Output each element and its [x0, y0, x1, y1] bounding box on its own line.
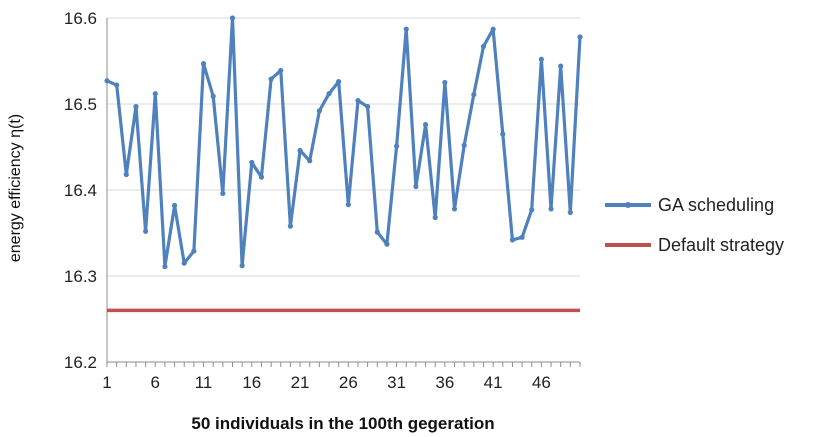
x-tick-label: 46 [532, 373, 551, 392]
data-point-ga-scheduling [152, 91, 158, 97]
data-point-ga-scheduling [191, 248, 197, 254]
data-point-ga-scheduling [500, 131, 506, 137]
series-line-ga-scheduling [106, 16, 582, 269]
data-point-ga-scheduling [509, 237, 516, 243]
data-point-ga-scheduling [210, 93, 216, 99]
y-tick-label: 16.5 [64, 95, 97, 114]
y-axis-title: energy efficiency η(t) [7, 114, 24, 262]
data-point-ga-scheduling [577, 34, 583, 40]
data-point-ga-scheduling [220, 190, 226, 197]
data-point-ga-scheduling [355, 97, 361, 104]
legend-entry-default-strategy: Default strategy [605, 235, 784, 255]
legend-label-default-strategy: Default strategy [658, 235, 784, 255]
y-tick-labels: 16.2 16.3 16.4 16.5 16.6 [64, 9, 97, 372]
data-point-ga-scheduling [326, 91, 332, 97]
data-point-ga-scheduling [529, 207, 535, 213]
legend-label-ga-scheduling: GA scheduling [658, 195, 774, 215]
data-point-ga-scheduling [229, 15, 236, 21]
data-point-ga-scheduling [287, 223, 294, 229]
data-point-ga-scheduling [258, 174, 265, 180]
x-axis-title: 50 individuals in the 100th gegeration [191, 414, 494, 433]
legend: GA scheduling Default strategy [605, 195, 784, 255]
data-point-ga-scheduling [365, 103, 371, 110]
data-point-ga-scheduling [384, 241, 390, 247]
x-tick-label: 41 [484, 373, 503, 392]
data-point-ga-scheduling [133, 103, 139, 110]
data-point-ga-scheduling [104, 78, 110, 84]
y-tick-label: 16.6 [64, 9, 97, 28]
data-point-ga-scheduling [548, 206, 554, 212]
data-point-ga-scheduling [123, 171, 129, 178]
data-point-ga-scheduling [162, 263, 168, 270]
data-point-ga-scheduling [461, 142, 467, 148]
x-tick-label: 26 [339, 373, 358, 392]
data-point-ga-scheduling [519, 234, 525, 240]
data-point-ga-scheduling [442, 79, 448, 86]
legend-marker-ga-scheduling [625, 202, 631, 208]
data-point-ga-scheduling [307, 158, 313, 164]
y-tick-label: 16.4 [64, 181, 97, 200]
data-point-ga-scheduling [422, 122, 429, 128]
data-point-ga-scheduling [374, 229, 380, 235]
x-tick-label: 21 [291, 373, 310, 392]
data-point-ga-scheduling [403, 26, 409, 32]
data-point-ga-scheduling [538, 56, 544, 62]
data-point-ga-scheduling [239, 263, 245, 269]
data-point-ga-scheduling [200, 60, 207, 67]
data-point-ga-scheduling [268, 76, 274, 82]
x-tick-label: 11 [195, 373, 213, 392]
data-point-ga-scheduling [413, 183, 419, 190]
data-point-ga-scheduling [432, 214, 438, 221]
data-point-ga-scheduling [558, 63, 564, 69]
data-point-ga-scheduling [278, 67, 284, 74]
x-tick-labels: 1 6 11 16 21 26 31 36 41 46 [102, 373, 551, 392]
y-tick-label: 16.3 [64, 267, 97, 286]
data-point-ga-scheduling [451, 206, 458, 212]
series-lines [104, 15, 583, 313]
x-tick-label: 6 [151, 373, 160, 392]
data-point-ga-scheduling [480, 43, 487, 49]
data-point-ga-scheduling [143, 228, 149, 234]
data-point-ga-scheduling [336, 79, 342, 85]
data-point-ga-scheduling [345, 202, 351, 208]
data-point-ga-scheduling [114, 82, 120, 88]
data-point-ga-scheduling [490, 26, 496, 32]
data-point-ga-scheduling [181, 260, 187, 266]
x-tick-label: 1 [102, 373, 111, 392]
data-point-ga-scheduling [471, 91, 477, 98]
legend-entry-ga-scheduling: GA scheduling [605, 195, 774, 215]
axes [106, 18, 581, 367]
data-point-ga-scheduling [249, 159, 255, 166]
data-point-ga-scheduling [171, 202, 178, 209]
x-tick-label: 36 [435, 373, 454, 392]
y-tick-label: 16.2 [64, 353, 97, 372]
data-point-ga-scheduling [316, 108, 322, 114]
data-point-ga-scheduling [297, 147, 303, 154]
x-tick-label: 31 [387, 373, 406, 392]
data-point-ga-scheduling [393, 143, 400, 149]
x-tick-label: 16 [242, 373, 261, 392]
data-point-ga-scheduling [567, 209, 573, 215]
